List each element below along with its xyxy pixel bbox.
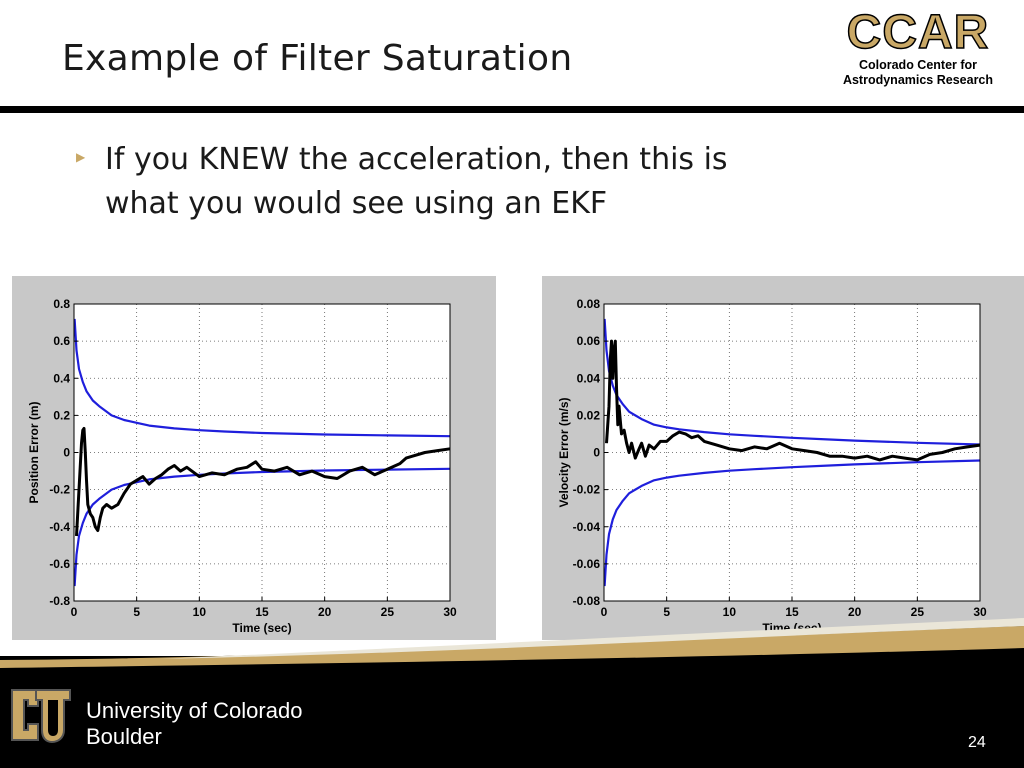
series-line-covariance-lower xyxy=(603,459,981,587)
x-tick-label: 5 xyxy=(133,605,140,619)
bullet-text-line2: what you would see using an EKF xyxy=(105,186,608,221)
bullet-text: If you KNEW the acceleration, then this … xyxy=(105,138,925,226)
velocity-error-plot-panel: 0 5 10 15 20 25 30 -0.08 -0.06 -0.04 -0.02 0 0.02 0.0… xyxy=(542,276,1024,640)
x-tick-label: 20 xyxy=(848,605,862,619)
y-tick-label: 0 xyxy=(593,446,600,460)
title-divider xyxy=(0,106,1024,113)
position-error-plot-panel: 0 5 10 15 20 25 30 -0.8 -0.6 -0.4 -0.2 0 0.2 0.4 0.6 0.… xyxy=(12,276,496,640)
x-tick-label: 0 xyxy=(601,605,608,619)
y-tick-label: 0.6 xyxy=(53,334,70,348)
triangle-right-icon: ▶ xyxy=(76,150,86,164)
y-axis-label: Position Error (m) xyxy=(27,401,41,503)
y-tick-label: -0.2 xyxy=(49,483,70,497)
y-tick-label: 0.02 xyxy=(577,408,601,422)
x-tick-label: 10 xyxy=(193,605,207,619)
footer-swoosh xyxy=(0,618,1024,678)
x-tick-label: 15 xyxy=(255,605,269,619)
y-tick-label: -0.08 xyxy=(573,594,601,608)
x-tick-label: 20 xyxy=(318,605,332,619)
x-tick-label: 30 xyxy=(443,605,457,619)
ccar-logo-line1: Colorado Center for xyxy=(858,58,978,72)
ccar-logo-line2: Astrodynamics Research xyxy=(842,73,994,87)
x-tick-label: 5 xyxy=(663,605,670,619)
university-name: University of Colorado Boulder xyxy=(86,698,302,750)
y-tick-label: -0.6 xyxy=(49,557,70,571)
university-line1: University of Colorado xyxy=(86,698,303,723)
y-tick-label: -0.02 xyxy=(573,483,601,497)
position-error-chart: 0 5 10 15 20 25 30 -0.8 -0.6 -0.4 -0.2 0 0.2 0.4 0.6 0.… xyxy=(27,297,457,635)
y-axis-label: Velocity Error (m/s) xyxy=(557,397,571,507)
series-line-covariance-upper xyxy=(73,318,451,438)
series-line-position-error xyxy=(75,426,451,537)
y-tick-label: 0.06 xyxy=(577,334,601,348)
y-tick-label: 0.2 xyxy=(53,408,70,422)
series-line-covariance-lower xyxy=(73,467,451,587)
y-tick-label: 0 xyxy=(63,446,70,460)
velocity-error-chart: 0 5 10 15 20 25 30 -0.08 -0.06 -0.04 -0.02 0 0.02 0.0… xyxy=(557,297,987,635)
x-tick-label: 25 xyxy=(381,605,395,619)
y-tick-label: 0.4 xyxy=(53,371,70,385)
ccar-logo: CCAR Colorado Center for Astrodynamics R… xyxy=(822,6,1014,88)
cu-logo-icon xyxy=(11,689,71,744)
x-tick-label: 10 xyxy=(723,605,737,619)
page-number: 24 xyxy=(968,734,986,751)
series-line-velocity-error xyxy=(605,339,981,462)
x-tick-label: 25 xyxy=(911,605,925,619)
ccar-logo-acronym: CCAR xyxy=(846,6,990,59)
y-tick-label: 0.04 xyxy=(577,371,601,385)
bullet-text-line1: If you KNEW the acceleration, then this … xyxy=(105,142,728,177)
y-tick-label: -0.06 xyxy=(573,557,601,571)
y-tick-label: -0.8 xyxy=(49,594,70,608)
y-tick-label: -0.04 xyxy=(573,520,601,534)
y-tick-label: 0.08 xyxy=(577,297,601,311)
x-tick-label: 30 xyxy=(973,605,987,619)
y-tick-label: -0.4 xyxy=(49,520,70,534)
x-tick-label: 15 xyxy=(785,605,799,619)
y-tick-label: 0.8 xyxy=(53,297,70,311)
series-line-covariance-upper xyxy=(603,318,981,446)
x-axis-label: Time (sec) xyxy=(232,621,291,635)
university-line2: Boulder xyxy=(86,724,162,749)
slide-title: Example of Filter Saturation xyxy=(62,38,573,79)
x-tick-label: 0 xyxy=(71,605,78,619)
